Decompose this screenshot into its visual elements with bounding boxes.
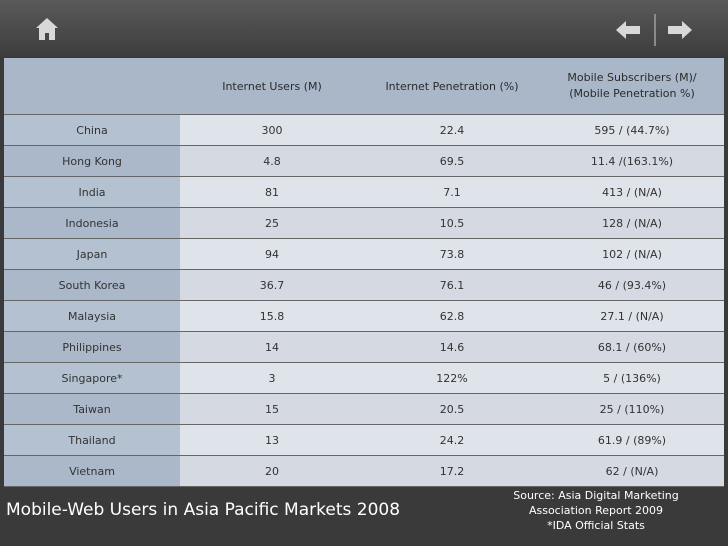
header-cell-internet-users: Internet Users (M) — [180, 58, 364, 115]
cell-country: Hong Kong — [4, 145, 180, 177]
data-table: Internet Users (M) Internet Penetration … — [4, 58, 724, 487]
cell-internet-penetration: 122% — [364, 362, 540, 394]
table-row: Indonesia 25 10.5 128 / (N/A) — [4, 207, 724, 239]
arrow-left-icon[interactable] — [614, 18, 642, 42]
table-row: Malaysia 15.8 62.8 27.1 / (N/A) — [4, 300, 724, 332]
cell-mobile-subscribers: 5 / (136%) — [540, 362, 724, 394]
cell-country: India — [4, 176, 180, 208]
cell-internet-users: 94 — [180, 238, 364, 270]
source-line-2: Association Report 2009 — [528, 504, 664, 517]
header-mobile-line-2: (Mobile Penetration %) — [569, 87, 695, 100]
cell-internet-penetration: 22.4 — [364, 114, 540, 146]
cell-internet-users: 25 — [180, 207, 364, 239]
cell-internet-users: 20 — [180, 455, 364, 487]
cell-internet-penetration: 69.5 — [364, 145, 540, 177]
table-row: Taiwan 15 20.5 25 / (110%) — [4, 393, 724, 425]
table-row: Vietnam 20 17.2 62 / (N/A) — [4, 455, 724, 487]
cell-mobile-subscribers: 68.1 / (60%) — [540, 331, 724, 363]
cell-country: Taiwan — [4, 393, 180, 425]
cell-internet-users: 4.8 — [180, 145, 364, 177]
header-cell-internet-penetration: Internet Penetration (%) — [364, 58, 540, 115]
cell-internet-users: 14 — [180, 331, 364, 363]
cell-country: Vietnam — [4, 455, 180, 487]
cell-internet-penetration: 73.8 — [364, 238, 540, 270]
table-row: China 300 22.4 595 / (44.7%) — [4, 114, 724, 146]
source-note: Source: Asia Digital Marketing Associati… — [506, 488, 686, 533]
table-header-row: Internet Users (M) Internet Penetration … — [4, 58, 724, 115]
cell-mobile-subscribers: 595 / (44.7%) — [540, 114, 724, 146]
cell-internet-users: 3 — [180, 362, 364, 394]
top-toolbar — [0, 0, 728, 56]
cell-internet-penetration: 17.2 — [364, 455, 540, 487]
cell-country: Singapore* — [4, 362, 180, 394]
table-row: Singapore* 3 122% 5 / (136%) — [4, 362, 724, 394]
cell-internet-penetration: 20.5 — [364, 393, 540, 425]
source-line-3: *IDA Official Stats — [547, 519, 645, 532]
slide-caption: Mobile-Web Users in Asia Pacific Markets… — [6, 500, 401, 520]
home-icon[interactable] — [34, 16, 60, 42]
header-cell-mobile-subscribers: Mobile Subscribers (M)/ (Mobile Penetrat… — [540, 58, 724, 115]
table-row: South Korea 36.7 76.1 46 / (93.4%) — [4, 269, 724, 301]
cell-internet-users: 36.7 — [180, 269, 364, 301]
cell-mobile-subscribers: 27.1 / (N/A) — [540, 300, 724, 332]
source-line-1: Source: Asia Digital Marketing — [513, 489, 679, 502]
cell-internet-penetration: 7.1 — [364, 176, 540, 208]
nav-separator — [654, 14, 656, 46]
cell-internet-penetration: 14.6 — [364, 331, 540, 363]
cell-country: Indonesia — [4, 207, 180, 239]
cell-internet-users: 15.8 — [180, 300, 364, 332]
table-row: Philippines 14 14.6 68.1 / (60%) — [4, 331, 724, 363]
cell-internet-users: 300 — [180, 114, 364, 146]
cell-mobile-subscribers: 25 / (110%) — [540, 393, 724, 425]
cell-country: Thailand — [4, 424, 180, 456]
arrow-right-icon[interactable] — [666, 18, 694, 42]
cell-country: China — [4, 114, 180, 146]
cell-internet-penetration: 62.8 — [364, 300, 540, 332]
cell-mobile-subscribers: 128 / (N/A) — [540, 207, 724, 239]
cell-internet-penetration: 10.5 — [364, 207, 540, 239]
cell-internet-penetration: 24.2 — [364, 424, 540, 456]
cell-mobile-subscribers: 61.9 / (89%) — [540, 424, 724, 456]
cell-mobile-subscribers: 102 / (N/A) — [540, 238, 724, 270]
table-row: Hong Kong 4.8 69.5 11.4 /(163.1%) — [4, 145, 724, 177]
cell-mobile-subscribers: 413 / (N/A) — [540, 176, 724, 208]
header-mobile-line-1: Mobile Subscribers (M)/ — [567, 71, 697, 84]
table-row: India 81 7.1 413 / (N/A) — [4, 176, 724, 208]
cell-country: South Korea — [4, 269, 180, 301]
cell-internet-penetration: 76.1 — [364, 269, 540, 301]
cell-internet-users: 81 — [180, 176, 364, 208]
cell-mobile-subscribers: 62 / (N/A) — [540, 455, 724, 487]
cell-internet-users: 15 — [180, 393, 364, 425]
cell-mobile-subscribers: 46 / (93.4%) — [540, 269, 724, 301]
cell-mobile-subscribers: 11.4 /(163.1%) — [540, 145, 724, 177]
cell-country: Philippines — [4, 331, 180, 363]
cell-country: Malaysia — [4, 300, 180, 332]
table-row: Japan 94 73.8 102 / (N/A) — [4, 238, 724, 270]
table-row: Thailand 13 24.2 61.9 / (89%) — [4, 424, 724, 456]
header-cell-country — [4, 58, 180, 115]
cell-country: Japan — [4, 238, 180, 270]
cell-internet-users: 13 — [180, 424, 364, 456]
